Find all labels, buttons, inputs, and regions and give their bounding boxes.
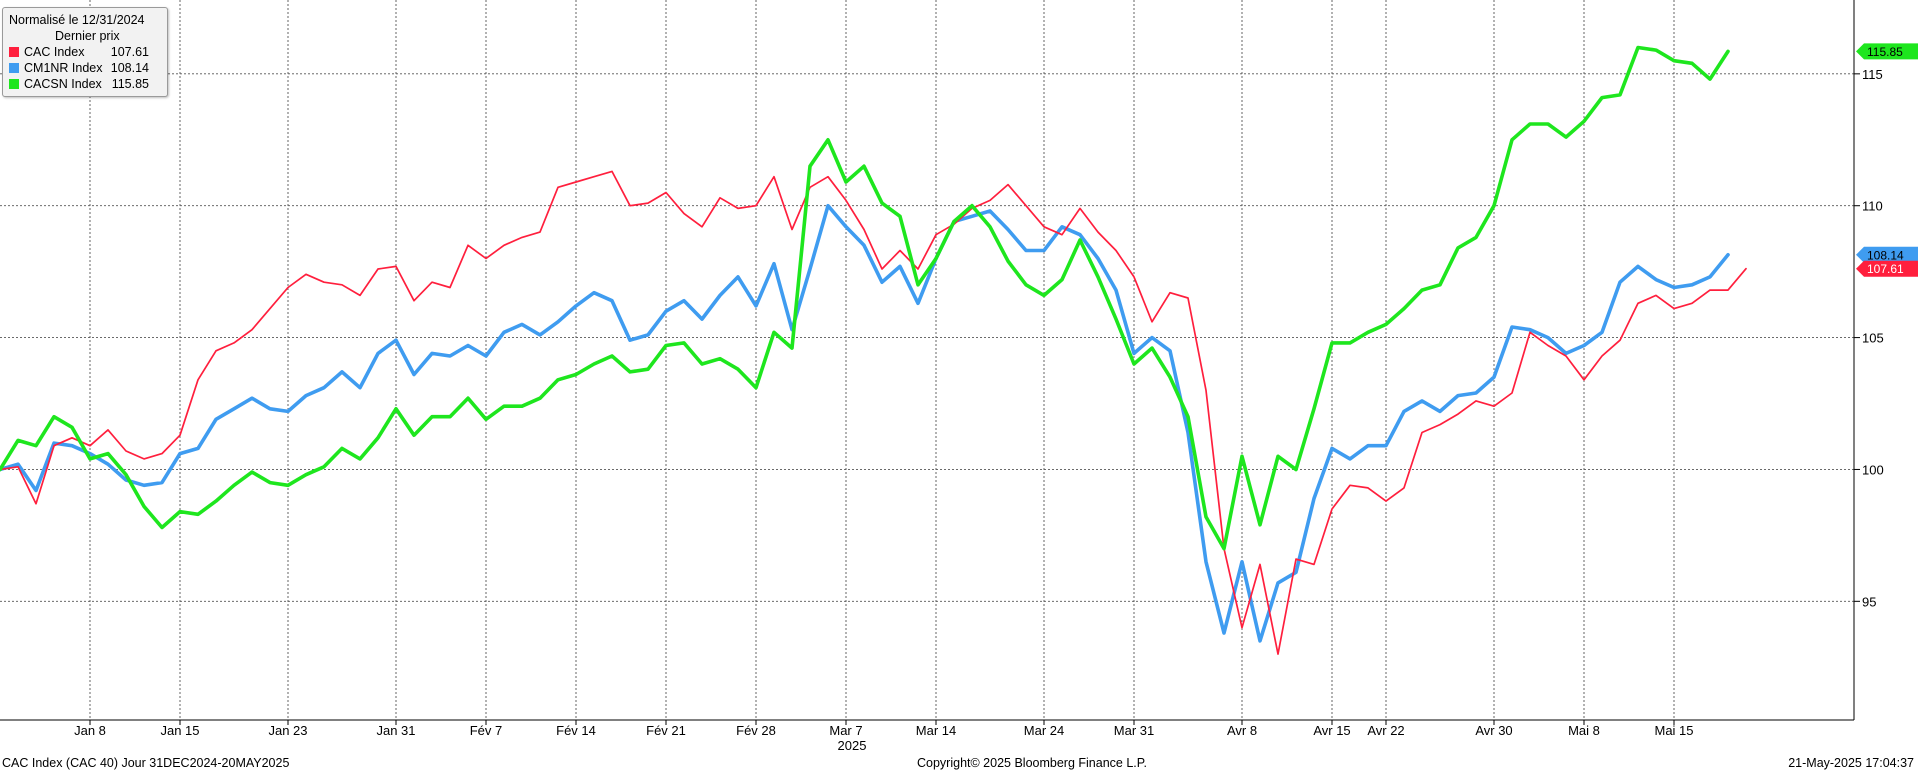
series-line-cm1nr-index (0, 203, 1730, 643)
x-tick-label: Avr 30 (1475, 723, 1512, 738)
x-tick-label: Avr 15 (1313, 723, 1350, 738)
x-tick-label: Jan 15 (160, 723, 199, 738)
footer-timestamp: 21-May-2025 17:04:37 (1788, 756, 1914, 770)
legend-swatch-cac (9, 47, 19, 57)
legend-value: 108.14 (110, 61, 149, 75)
last-value-label: 108.14 (1867, 248, 1904, 262)
x-tick-label: Jan 8 (74, 723, 106, 738)
legend-name: CACSN Index (24, 77, 102, 91)
last-value-tag (1856, 260, 1918, 277)
y-tick-label: 105 (1862, 331, 1884, 346)
last-value-tag (1856, 43, 1918, 60)
x-tick-label: Mai 15 (1654, 723, 1693, 738)
x-tick-label: Jan 31 (376, 723, 415, 738)
legend-swatch-cm1nr (9, 63, 19, 73)
y-tick-label: 110 (1862, 199, 1883, 214)
axes: 95 100 105 110 115 Jan 8 Jan 15 Jan 23 Jan 31 Fév… (0, 0, 1884, 753)
legend-subtitle: Dernier prix (55, 29, 120, 43)
chart-legend: Normalisé le 12/31/2024 Dernier prix CAC… (2, 7, 168, 97)
y-tick-label: 95 (1862, 594, 1876, 609)
footer-source: CAC Index (CAC 40) Jour 31DEC2024-20MAY2… (2, 756, 290, 770)
series-line-cac-index (0, 170, 1747, 655)
legend-value: 107.61 (110, 45, 149, 59)
x-tick-label: Mar 31 (1114, 723, 1154, 738)
legend-value: 115.85 (111, 77, 149, 91)
legend-name: CAC Index (24, 45, 85, 59)
x-tick-label: Fév 28 (736, 723, 776, 738)
legend-title: Normalisé le 12/31/2024 (9, 13, 145, 27)
last-value-label: 115.85 (1867, 45, 1903, 59)
series-line-cacsn-index (0, 45, 1730, 551)
legend-item-cm1nr: CM1NR Index 108.14 (9, 60, 161, 76)
legend-item-cacsn: CACSN Index 115.85 (9, 76, 161, 92)
last-value-tag (1856, 246, 1918, 263)
y-tick-label: 115 (1862, 67, 1883, 82)
footer-copyright: Copyright© 2025 Bloomberg Finance L.P. (917, 756, 1147, 770)
x-tick-label: Mar 14 (916, 723, 956, 738)
x-tick-label: Jan 23 (268, 723, 307, 738)
last-value-label: 107.61 (1867, 262, 1904, 276)
grid-lines (0, 0, 1854, 720)
x-tick-label: Fév 21 (646, 723, 686, 738)
legend-swatch-cacsn (9, 79, 19, 89)
y-tick-label: 100 (1862, 462, 1884, 477)
x-tick-label: Avr 8 (1227, 723, 1257, 738)
x-tick-label: Avr 22 (1367, 723, 1404, 738)
x-tick-label: Mar 24 (1024, 723, 1064, 738)
x-year-label: 2025 (838, 738, 867, 753)
series-lines (0, 45, 1747, 655)
legend-item-cac: CAC Index 107.61 (9, 44, 161, 60)
x-tick-label: Fév 14 (556, 723, 596, 738)
x-tick-label: Mar 7 (829, 723, 862, 738)
legend-name: CM1NR Index (24, 61, 103, 75)
x-tick-label: Fév 7 (470, 723, 503, 738)
x-tick-label: Mai 8 (1568, 723, 1600, 738)
